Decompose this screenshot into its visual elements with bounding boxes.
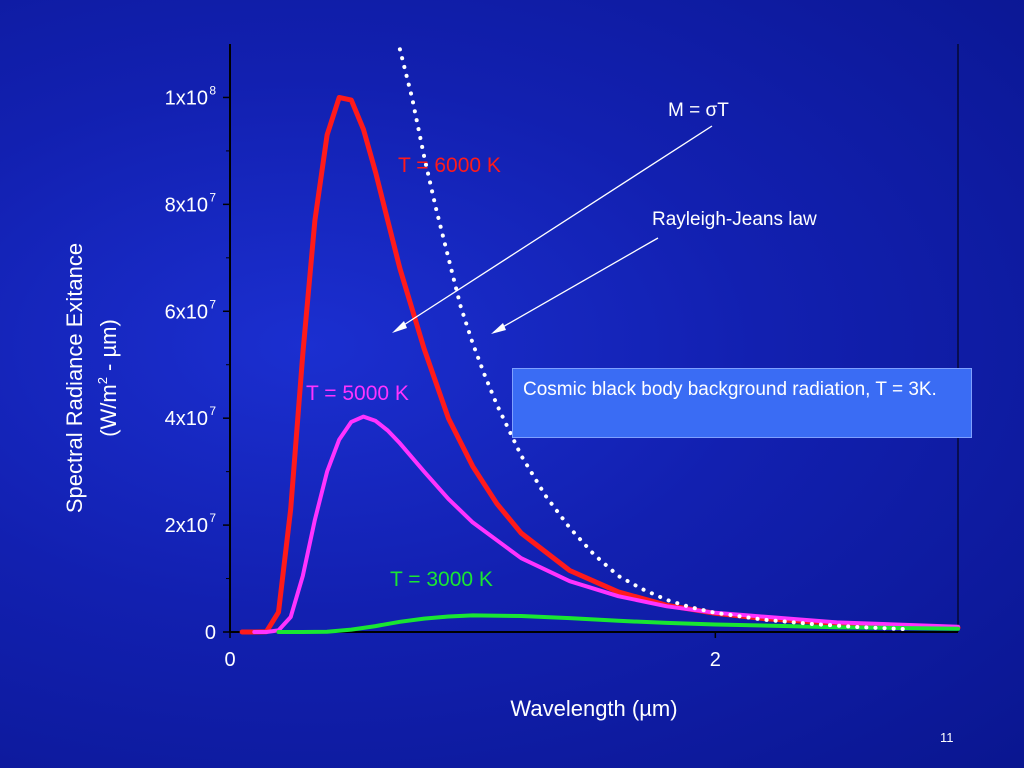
stefan-sigma: σ <box>705 100 717 121</box>
label-3000k: T = 3000 K <box>390 568 493 591</box>
stefan-t: T <box>717 100 729 121</box>
y-axis-title-unit-exp: 2 <box>95 377 110 384</box>
y-tick-label-2: 4x10 <box>165 408 208 430</box>
label-5000k: T = 5000 K <box>306 382 409 405</box>
x-tick-label-1: 2 <box>710 649 721 671</box>
page-number: 11 <box>940 730 954 745</box>
y-tick-exp-4: 7 <box>209 190 216 204</box>
y-axis-title-line2: (W/m2 - µm) <box>95 319 121 437</box>
y-tick-exp-1: 7 <box>209 511 216 525</box>
rayleigh-jeans-arrowhead <box>491 323 506 334</box>
y-tick-exp-5: 8 <box>209 83 216 97</box>
stefan-arrow <box>395 125 713 331</box>
label-6000k: T = 6000 K <box>398 154 501 177</box>
x-axis-title: Wavelength (µm) <box>510 696 677 721</box>
series-line-1 <box>252 414 960 634</box>
series-line-2 <box>276 613 960 634</box>
stefan-arrowhead <box>392 321 407 333</box>
y-tick-label-3: 6x10 <box>165 301 208 323</box>
plot-frame <box>229 44 959 633</box>
y-tick-exp-2: 7 <box>209 404 216 418</box>
cosmic-background-callout: Cosmic black body background radiation, … <box>512 368 972 438</box>
series-line-0 <box>239 95 961 635</box>
y-tick-label-0: 0 <box>205 622 216 644</box>
series-layer <box>239 47 961 635</box>
y-tick-label-1: 2x10 <box>165 515 208 537</box>
stefan-prefix: M = <box>668 100 705 121</box>
x-tick-label-0: 0 <box>224 649 235 671</box>
series-line-3 <box>397 47 912 632</box>
rayleigh-jeans-arrow <box>493 237 659 333</box>
y-tick-label-5: 1x10 <box>165 87 208 109</box>
y-tick-label-4: 8x10 <box>165 194 208 216</box>
y-axis-title-unit-suffix: - µm) <box>96 319 121 377</box>
y-tick-exp-3: 7 <box>209 297 216 311</box>
stefan-boltzmann-label: M = σT <box>668 100 729 121</box>
y-axis-title: Spectral Radiance Exitance (W/m2 - µm) <box>62 243 121 513</box>
rayleigh-jeans-label: Rayleigh-Jeans law <box>652 209 817 230</box>
y-axis-title-unit-prefix: (W/m <box>96 384 121 437</box>
y-axis-title-line1: Spectral Radiance Exitance <box>62 243 87 513</box>
